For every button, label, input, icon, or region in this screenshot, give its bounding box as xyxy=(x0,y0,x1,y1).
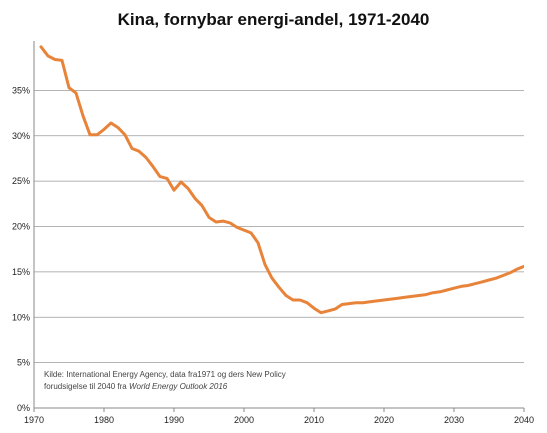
gridlines xyxy=(34,89,524,364)
source-note-publication: World Energy Outlook 2016 xyxy=(129,382,228,391)
y-tick-label: 15% xyxy=(12,267,30,277)
source-note-prefix: forudsigelse til 2040 fra xyxy=(44,382,129,391)
x-tick-label: 1980 xyxy=(94,415,114,425)
y-tick-label: 35% xyxy=(12,85,30,95)
x-tick-label: 1990 xyxy=(164,415,184,425)
x-tick-label: 2000 xyxy=(234,415,254,425)
y-tick-label: 30% xyxy=(12,131,30,141)
x-tick-label: 2040 xyxy=(514,415,534,425)
x-axis-tick-labels: 1970 1980 1990 2000 2010 2020 2030 2040 xyxy=(24,415,534,425)
series-line xyxy=(39,45,524,315)
y-tick-label: 25% xyxy=(12,176,30,186)
x-tick-label: 2030 xyxy=(444,415,464,425)
y-axis-tick-labels: 0% 5% 10% 15% 20% 25% 30% 35% xyxy=(12,85,30,413)
source-note-line-2: forudsigelse til 2040 fra World Energy O… xyxy=(44,382,228,391)
y-tick-label: 0% xyxy=(17,403,30,413)
chart-title: Kina, fornybar energi-andel, 1971-2040 xyxy=(117,10,430,29)
plot-area xyxy=(39,45,524,315)
x-tick-label: 2010 xyxy=(304,415,324,425)
x-tick-label: 2020 xyxy=(374,415,394,425)
y-tick-label: 10% xyxy=(12,312,30,322)
y-tick-label: 20% xyxy=(12,222,30,232)
axes xyxy=(33,41,525,412)
y-tick-label: 5% xyxy=(17,358,30,368)
x-tick-label: 1970 xyxy=(24,415,44,425)
source-note-line-1: Kilde: International Energy Agency, data… xyxy=(44,370,286,379)
